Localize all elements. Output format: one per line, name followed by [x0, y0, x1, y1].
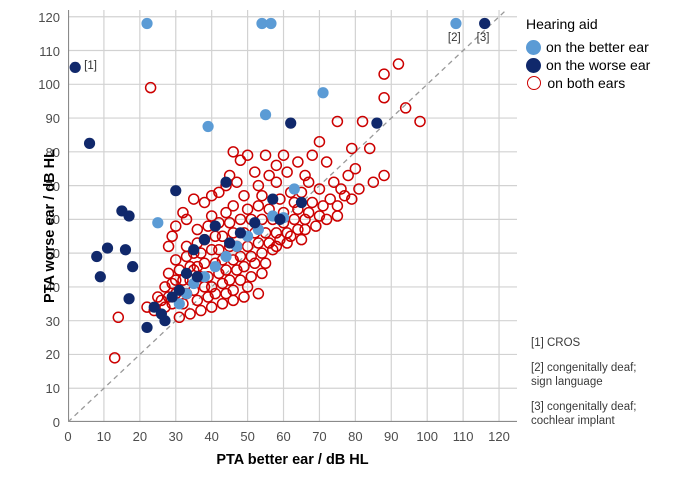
y-tick-label: 0 [52, 415, 60, 430]
x-tick-label: 10 [96, 429, 112, 444]
point-annotation: [2] [447, 31, 461, 44]
legend-item-label: on both ears [547, 75, 626, 91]
y-axis-title: PTA worse ear / dB HL [42, 149, 58, 303]
y-tick-label: 10 [45, 381, 60, 397]
x-tick-label: 120 [488, 429, 510, 444]
filled-navy-circle-icon [526, 57, 541, 73]
data-points-layer [69, 17, 491, 364]
y-axis-title-container: PTA worse ear / dB HL [10, 10, 58, 422]
x-tick-label: 50 [240, 429, 255, 444]
x-tick-label: 90 [384, 429, 399, 444]
footnote: [1] CROS [531, 337, 581, 349]
y-tick-label: 120 [38, 9, 60, 25]
legend-item-label: on the worse ear [546, 57, 651, 73]
y-tick-label: 30 [45, 313, 60, 329]
legend-items: on the better ear on the worse ear on both… [526, 39, 691, 91]
y-tick-label: 60 [45, 212, 60, 228]
y-tick-label: 80 [45, 144, 60, 160]
plot-area: [1] [2] [3] [68, 10, 517, 422]
legend-item-label: on the better ear [546, 39, 649, 55]
y-tick-label: 90 [45, 111, 60, 127]
x-tick-label: 70 [312, 429, 327, 444]
x-tick-label: 100 [416, 429, 439, 444]
footnote: [2] congenitally deaf; sign language [531, 362, 637, 389]
footnote: [3] congenitally deaf; cochlear implant [531, 401, 637, 428]
x-tick-label: 20 [132, 429, 148, 444]
legend: Hearing aid on the better ear on the wors… [526, 16, 691, 93]
footnotes: [1] CROS [2] congenitally deaf; sign lang… [531, 336, 691, 439]
x-tick-label: 80 [348, 429, 363, 444]
legend-title: Hearing aid [526, 16, 598, 32]
y-tick-label: 110 [39, 43, 60, 59]
legend-item[interactable]: on the better ear [526, 39, 691, 55]
legend-item[interactable]: on the worse ear [526, 57, 691, 73]
x-axis-title: PTA better ear / dB HL [216, 452, 369, 468]
y-tick-label: 40 [45, 279, 60, 295]
y-tick-label: 50 [45, 246, 60, 262]
x-tick-label: 60 [276, 429, 291, 444]
x-tick-label: 110 [452, 429, 474, 444]
x-tick-label: 40 [204, 429, 219, 444]
grid-lines [68, 10, 517, 422]
point-annotation: [3] [476, 31, 490, 44]
open-red-circle-icon [527, 75, 542, 91]
x-tick-label: 0 [64, 429, 72, 444]
y-tick-label: 20 [45, 347, 60, 363]
x-tick-label: 30 [168, 429, 183, 444]
point-annotation: [1] [84, 60, 97, 73]
y-tick-label: 70 [45, 178, 60, 194]
legend-item[interactable]: on both ears [526, 75, 691, 91]
y-tick-label: 100 [38, 77, 60, 93]
filled-light-blue-circle-icon [526, 39, 541, 55]
